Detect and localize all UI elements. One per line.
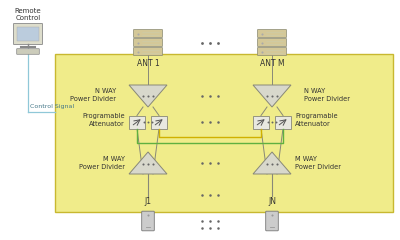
Bar xyxy=(275,115,291,128)
FancyBboxPatch shape xyxy=(134,48,162,55)
FancyBboxPatch shape xyxy=(14,24,42,44)
FancyBboxPatch shape xyxy=(258,30,286,37)
FancyBboxPatch shape xyxy=(258,38,286,47)
Polygon shape xyxy=(253,85,291,107)
FancyBboxPatch shape xyxy=(258,48,286,55)
Text: ANT M: ANT M xyxy=(260,59,284,68)
FancyBboxPatch shape xyxy=(17,49,39,54)
FancyBboxPatch shape xyxy=(17,27,39,41)
FancyBboxPatch shape xyxy=(142,211,154,231)
Polygon shape xyxy=(129,152,167,174)
Polygon shape xyxy=(129,85,167,107)
Text: M WAY
Power Divider: M WAY Power Divider xyxy=(79,156,125,170)
Bar xyxy=(151,115,167,128)
Text: M WAY
Power Divider: M WAY Power Divider xyxy=(295,156,341,170)
FancyBboxPatch shape xyxy=(134,38,162,47)
Bar xyxy=(129,115,145,128)
Text: Control Signal: Control Signal xyxy=(30,104,74,109)
Bar xyxy=(55,54,393,212)
Polygon shape xyxy=(253,152,291,174)
FancyBboxPatch shape xyxy=(134,30,162,37)
Text: Programable
Attenuator: Programable Attenuator xyxy=(82,113,125,127)
Text: N WAY
Power Divider: N WAY Power Divider xyxy=(70,88,116,102)
Text: N WAY
Power Divider: N WAY Power Divider xyxy=(304,88,350,102)
Text: JN: JN xyxy=(268,197,276,206)
Bar xyxy=(253,115,269,128)
Text: Programable
Attenuator: Programable Attenuator xyxy=(295,113,338,127)
Text: Remote
Control: Remote Control xyxy=(15,8,41,22)
Text: ANT 1: ANT 1 xyxy=(137,59,159,68)
FancyBboxPatch shape xyxy=(266,211,278,231)
Text: J1: J1 xyxy=(144,197,152,206)
